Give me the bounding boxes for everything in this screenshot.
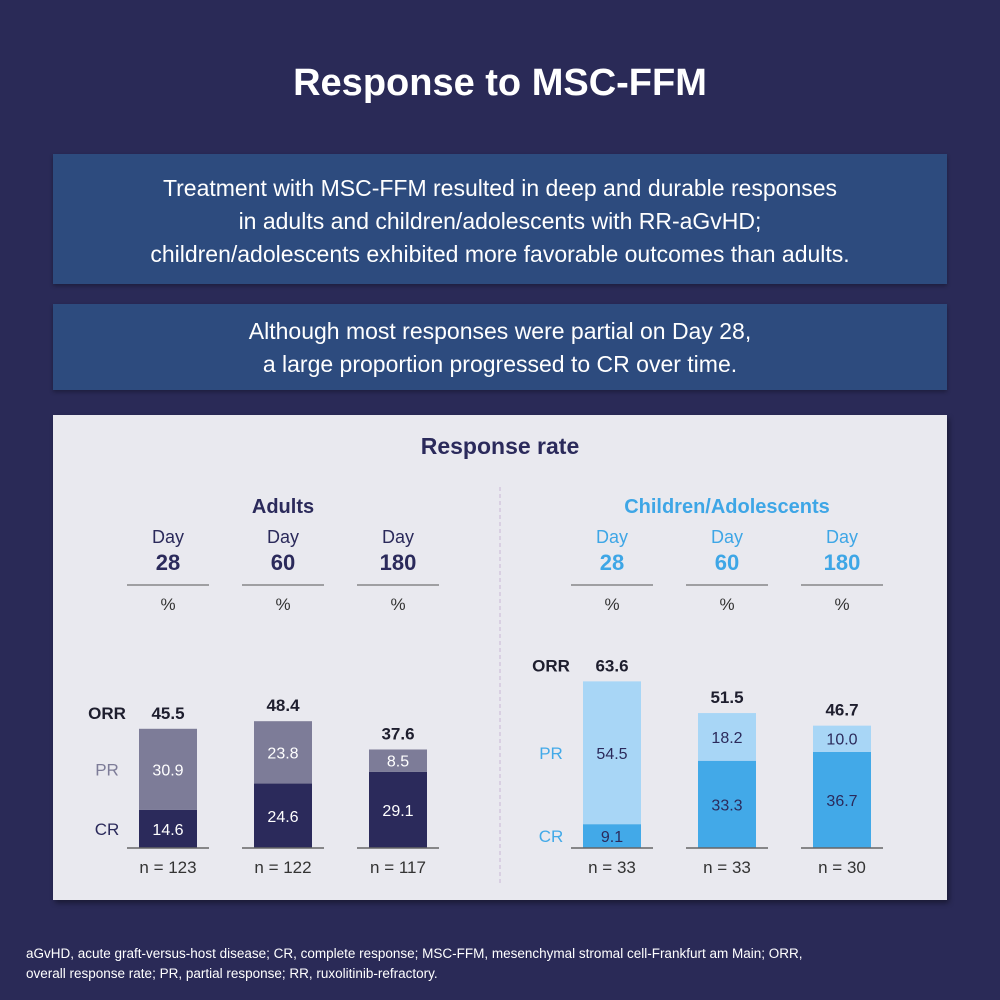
page-title: Response to MSC-FFM: [293, 62, 707, 104]
pr-value: 18.2: [711, 730, 742, 747]
day-number: 180: [380, 550, 417, 575]
day-label: Day: [826, 527, 858, 547]
n-label: n = 30: [818, 858, 866, 877]
cr-value: 9.1: [601, 829, 623, 846]
bar-pr: [583, 681, 641, 825]
summary-box-1: Treatment with MSC-FFM resulted in deep …: [53, 154, 947, 284]
bar-pr: [254, 721, 312, 784]
pr-row-label: PR: [95, 760, 119, 779]
day-number: 60: [271, 550, 295, 575]
unit-label: %: [390, 595, 405, 614]
day-number: 180: [824, 550, 861, 575]
group-title: Adults: [252, 496, 314, 518]
day-label: Day: [382, 527, 414, 547]
summary-box-2: Although most responses were partial on …: [53, 304, 947, 390]
cr-value: 36.7: [826, 793, 857, 810]
day-label: Day: [152, 527, 184, 547]
n-label: n = 123: [139, 858, 196, 877]
bar-cr: [254, 783, 312, 848]
cr-value: 24.6: [267, 809, 298, 826]
n-label: n = 33: [588, 858, 636, 877]
bar-cr: [139, 809, 197, 848]
pr-value: 30.9: [152, 762, 183, 779]
summary-line: children/adolescents exhibited more favo…: [150, 241, 850, 267]
summary-line: a large proportion progressed to CR over…: [262, 351, 738, 377]
cr-value: 33.3: [711, 797, 742, 814]
pr-value: 54.5: [596, 746, 627, 763]
n-label: n = 117: [370, 858, 426, 877]
bar-pr: [698, 713, 756, 761]
chart-title: Response rate: [421, 433, 580, 459]
orr-row-label: ORR: [88, 704, 126, 723]
pr-value: 10.0: [826, 732, 857, 749]
pr-value: 8.5: [387, 754, 409, 771]
day-number: 28: [600, 550, 624, 575]
n-label: n = 33: [703, 858, 751, 877]
footnote-line: aGvHD, acute graft-versus-host disease; …: [26, 946, 803, 961]
bar-cr: [698, 760, 756, 848]
bar-pr: [813, 725, 871, 752]
orr-row-label: ORR: [532, 656, 570, 675]
footnote-line: overall response rate; PR, partial respo…: [26, 966, 438, 981]
orr-value: 51.5: [710, 688, 743, 707]
cr-row-label: CR: [539, 827, 564, 846]
unit-label: %: [604, 595, 619, 614]
day-number: 60: [715, 550, 739, 575]
orr-value: 46.7: [825, 701, 858, 720]
day-label: Day: [711, 527, 743, 547]
unit-label: %: [160, 595, 175, 614]
response-rate-chart: Response rate Adults Day 28% 14.6 30.9 45.5 n =…: [88, 433, 883, 885]
pr-value: 23.8: [267, 745, 298, 762]
cr-row-label: CR: [95, 820, 120, 839]
chart-panel: Response rate Adults Day 28% 14.6 30.9 45.5 n =…: [53, 415, 947, 900]
day-label: Day: [267, 527, 299, 547]
orr-value: 48.4: [266, 696, 300, 715]
cr-value: 29.1: [382, 803, 413, 820]
bar-pr: [139, 728, 197, 810]
unit-label: %: [719, 595, 734, 614]
cr-value: 14.6: [152, 822, 183, 839]
orr-value: 37.6: [381, 724, 414, 743]
orr-value: 63.6: [595, 656, 628, 675]
day-number: 28: [156, 550, 180, 575]
n-label: n = 122: [254, 858, 311, 877]
summary-line: Treatment with MSC-FFM resulted in deep …: [162, 175, 838, 201]
day-label: Day: [596, 527, 628, 547]
group-title: Children/Adolescents: [624, 496, 830, 518]
summary-line: in adults and children/adolescents with …: [238, 208, 762, 234]
bar-cr: [583, 824, 641, 848]
summary-line: Although most responses were partial on …: [248, 318, 752, 344]
bar-cr: [369, 771, 427, 848]
unit-label: %: [834, 595, 849, 614]
unit-label: %: [275, 595, 290, 614]
footnote: aGvHD, acute graft-versus-host disease; …: [26, 944, 976, 984]
orr-value: 45.5: [151, 704, 184, 723]
bar-cr: [813, 751, 871, 848]
pr-row-label: PR: [539, 744, 563, 763]
bar-pr: [369, 749, 427, 772]
